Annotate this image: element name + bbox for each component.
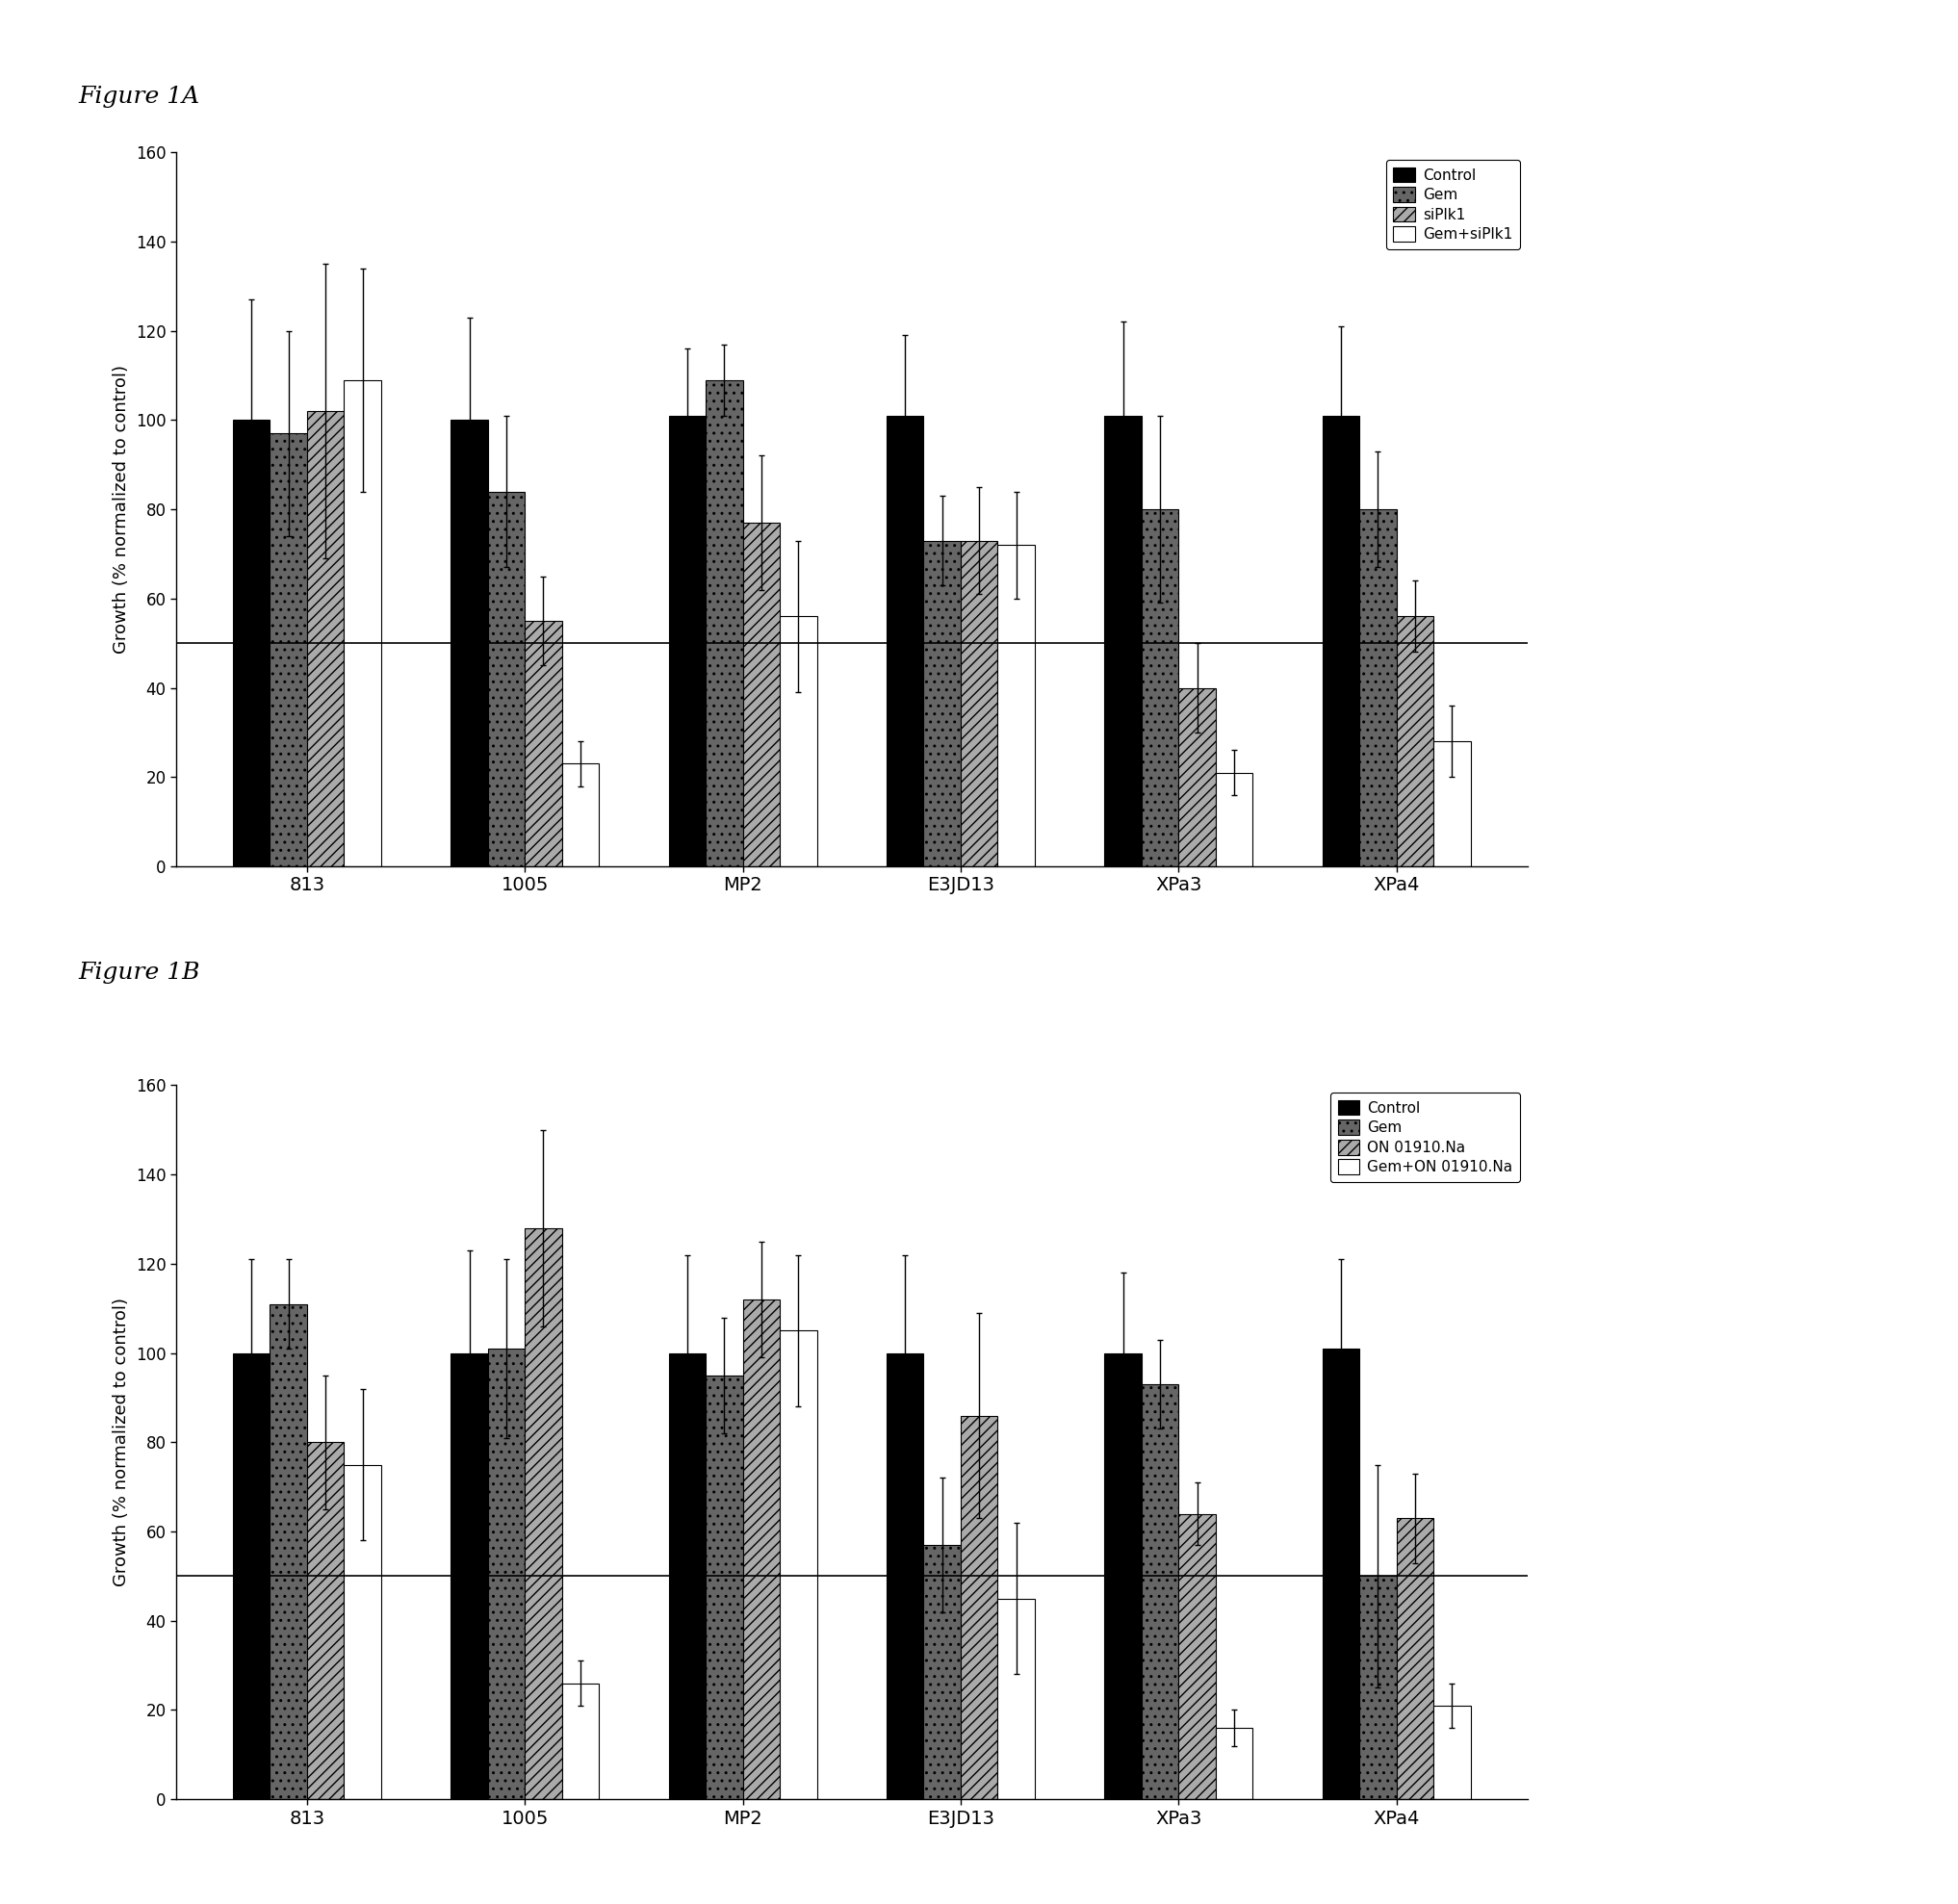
Bar bbox=[887, 1354, 924, 1799]
Bar bbox=[1359, 1577, 1396, 1799]
Bar bbox=[488, 1348, 525, 1799]
Bar bbox=[1179, 687, 1216, 866]
Text: Figure 1B: Figure 1B bbox=[78, 962, 200, 984]
Legend: Control, Gem, siPlk1, Gem+siPlk1: Control, Gem, siPlk1, Gem+siPlk1 bbox=[1386, 160, 1519, 249]
Bar bbox=[1104, 415, 1142, 866]
Bar bbox=[450, 1354, 488, 1799]
Bar bbox=[1433, 741, 1470, 866]
Bar bbox=[705, 381, 742, 866]
Bar bbox=[742, 524, 779, 866]
Y-axis label: Growth (% normalized to control): Growth (% normalized to control) bbox=[114, 366, 131, 653]
Bar bbox=[1216, 1729, 1253, 1799]
Bar bbox=[1142, 508, 1179, 866]
Bar bbox=[1322, 415, 1359, 866]
Bar bbox=[999, 545, 1034, 866]
Bar bbox=[670, 415, 705, 866]
Y-axis label: Growth (% normalized to control): Growth (% normalized to control) bbox=[114, 1299, 131, 1586]
Bar bbox=[705, 1375, 742, 1799]
Bar bbox=[307, 1443, 345, 1799]
Bar bbox=[562, 764, 599, 866]
Bar bbox=[562, 1683, 599, 1799]
Bar bbox=[345, 1464, 382, 1799]
Bar bbox=[270, 1304, 307, 1799]
Bar bbox=[488, 491, 525, 866]
Bar bbox=[1359, 508, 1396, 866]
Bar bbox=[525, 1228, 562, 1799]
Bar bbox=[1396, 617, 1433, 866]
Bar bbox=[742, 1299, 779, 1799]
Bar bbox=[1104, 1354, 1142, 1799]
Text: Figure 1A: Figure 1A bbox=[78, 86, 200, 109]
Bar bbox=[450, 421, 488, 866]
Bar bbox=[779, 617, 816, 866]
Bar bbox=[233, 421, 270, 866]
Bar bbox=[1396, 1517, 1433, 1799]
Legend: Control, Gem, ON 01910.Na, Gem+ON 01910.Na: Control, Gem, ON 01910.Na, Gem+ON 01910.… bbox=[1329, 1093, 1519, 1182]
Bar bbox=[887, 415, 924, 866]
Bar bbox=[670, 1354, 705, 1799]
Bar bbox=[1433, 1706, 1470, 1799]
Bar bbox=[999, 1599, 1034, 1799]
Bar bbox=[1216, 773, 1253, 866]
Bar bbox=[525, 621, 562, 866]
Bar bbox=[961, 1415, 999, 1799]
Bar bbox=[270, 434, 307, 866]
Bar bbox=[1322, 1348, 1359, 1799]
Bar bbox=[924, 541, 961, 866]
Bar bbox=[233, 1354, 270, 1799]
Bar bbox=[1142, 1384, 1179, 1799]
Bar bbox=[345, 381, 382, 866]
Bar bbox=[307, 411, 345, 866]
Bar bbox=[1179, 1514, 1216, 1799]
Bar bbox=[961, 541, 999, 866]
Bar bbox=[779, 1331, 816, 1799]
Bar bbox=[924, 1544, 961, 1799]
